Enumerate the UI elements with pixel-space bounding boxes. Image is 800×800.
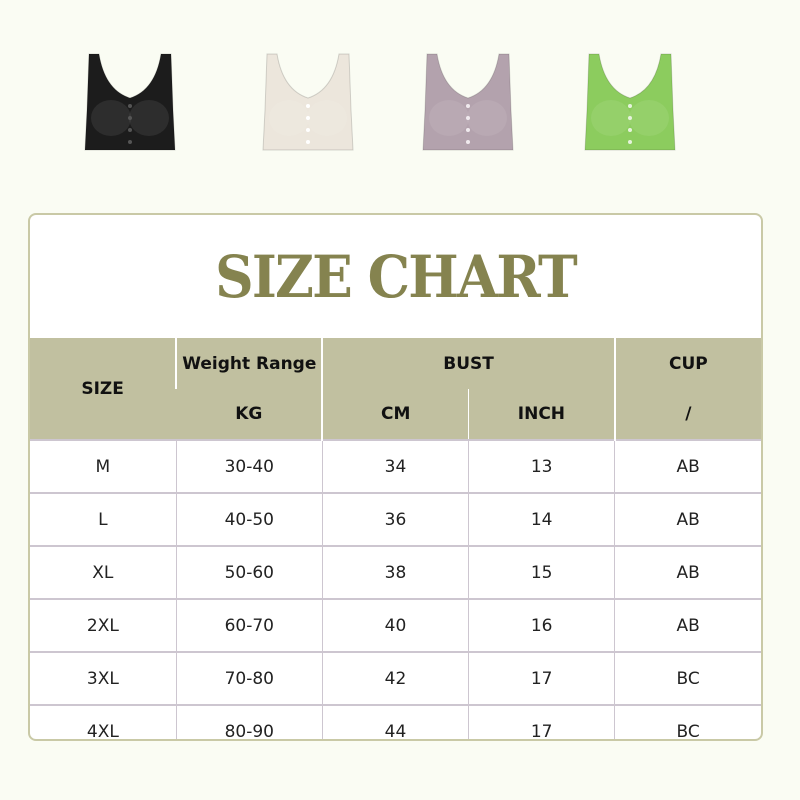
cell-bust-cm: 36 <box>321 492 469 546</box>
cell-cup: BC <box>614 704 761 739</box>
header-bust-cm: CM <box>321 389 469 440</box>
cell-weight: 50-60 <box>175 545 323 599</box>
cell-size: XL <box>30 545 177 599</box>
cell-bust-cm: 44 <box>321 704 469 739</box>
page-title: SIZE CHART <box>215 242 578 311</box>
cell-size: L <box>30 492 177 546</box>
cell-weight: 70-80 <box>175 651 323 705</box>
product-image-0 <box>75 50 185 160</box>
product-images <box>0 0 800 200</box>
cell-bust-inch: 13 <box>468 439 615 493</box>
header-bust-inch: INCH <box>468 389 615 440</box>
cell-cup: AB <box>614 545 761 599</box>
cell-weight: 30-40 <box>175 439 323 493</box>
cell-bust-inch: 17 <box>468 651 615 705</box>
header-cup-unit: / <box>613 389 761 440</box>
cell-weight: 80-90 <box>175 704 323 739</box>
cell-cup: BC <box>614 651 761 705</box>
product-image-1 <box>253 50 363 160</box>
table-row: 3XL 70-80 42 17 BC <box>30 651 761 705</box>
table-row: 4XL 80-90 44 17 BC <box>30 704 761 739</box>
table-row: XL 50-60 38 15 AB <box>30 545 761 599</box>
size-table: SIZE Weight Range BUST CUP KG CM INCH / … <box>30 338 761 739</box>
cell-bust-inch: 17 <box>468 704 615 739</box>
header-size: SIZE <box>30 338 177 440</box>
table-row: M 30-40 34 13 AB <box>30 439 761 493</box>
product-image-3 <box>575 50 685 160</box>
cell-weight: 40-50 <box>175 492 323 546</box>
cell-bust-cm: 40 <box>321 598 469 652</box>
size-chart-card: SIZE CHART SIZE Weight Range BUST CUP KG… <box>28 213 763 741</box>
cell-bust-cm: 34 <box>321 439 469 493</box>
cell-bust-inch: 16 <box>468 598 615 652</box>
header-weight-unit: KG <box>176 389 323 440</box>
cell-cup: AB <box>614 439 761 493</box>
header-cup: CUP <box>613 338 761 389</box>
cell-size: 3XL <box>30 651 177 705</box>
header-bust: BUST <box>321 338 615 389</box>
cell-size: M <box>30 439 177 493</box>
product-image-2 <box>413 50 523 160</box>
cell-weight: 60-70 <box>175 598 323 652</box>
cell-bust-cm: 38 <box>321 545 469 599</box>
header-weight: Weight Range <box>175 338 323 389</box>
table-row: L 40-50 36 14 AB <box>30 492 761 546</box>
cell-bust-inch: 15 <box>468 545 615 599</box>
cell-cup: AB <box>614 492 761 546</box>
cell-size: 4XL <box>30 704 177 739</box>
cell-bust-inch: 14 <box>468 492 615 546</box>
cell-bust-cm: 42 <box>321 651 469 705</box>
cell-cup: AB <box>614 598 761 652</box>
table-row: 2XL 60-70 40 16 AB <box>30 598 761 652</box>
cell-size: 2XL <box>30 598 177 652</box>
